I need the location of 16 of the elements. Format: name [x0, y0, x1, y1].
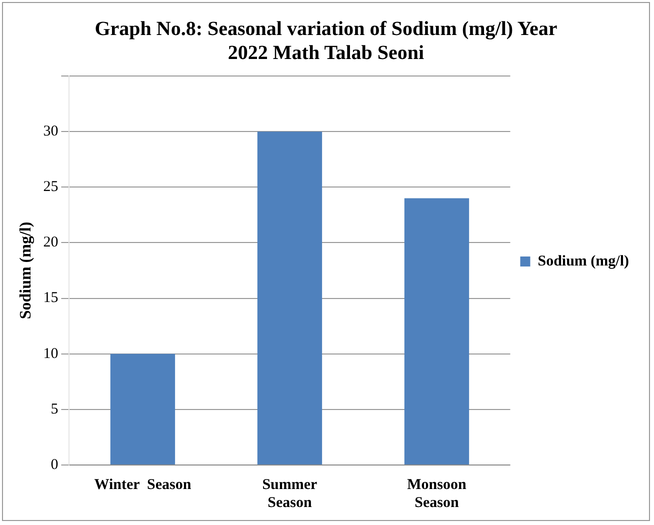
x-tick-label: Winter Season — [94, 476, 192, 493]
y-tick-label: 25 — [43, 179, 58, 196]
chart-title: Graph No.8: Seasonal variation of Sodium (mg/l) Year 2022 Math Talab Seoni — [94, 18, 558, 64]
bar — [110, 354, 176, 464]
y-axis-title: Sodium (mg/l) — [18, 222, 35, 320]
y-tick-label: 5 — [50, 401, 58, 418]
x-tick-label: Summer Season — [262, 476, 318, 511]
x-tick-label: Monsoon Season — [407, 476, 467, 511]
y-tick-label: 30 — [43, 124, 58, 140]
y-tick-label: 10 — [43, 346, 58, 362]
y-tick-label: 0 — [50, 456, 58, 473]
bar — [257, 132, 322, 464]
y-tick-label: 20 — [43, 234, 58, 251]
y-tick-label: 15 — [43, 290, 58, 306]
bar — [404, 198, 470, 464]
legend-label: Sodium (mg/l) — [538, 253, 630, 270]
